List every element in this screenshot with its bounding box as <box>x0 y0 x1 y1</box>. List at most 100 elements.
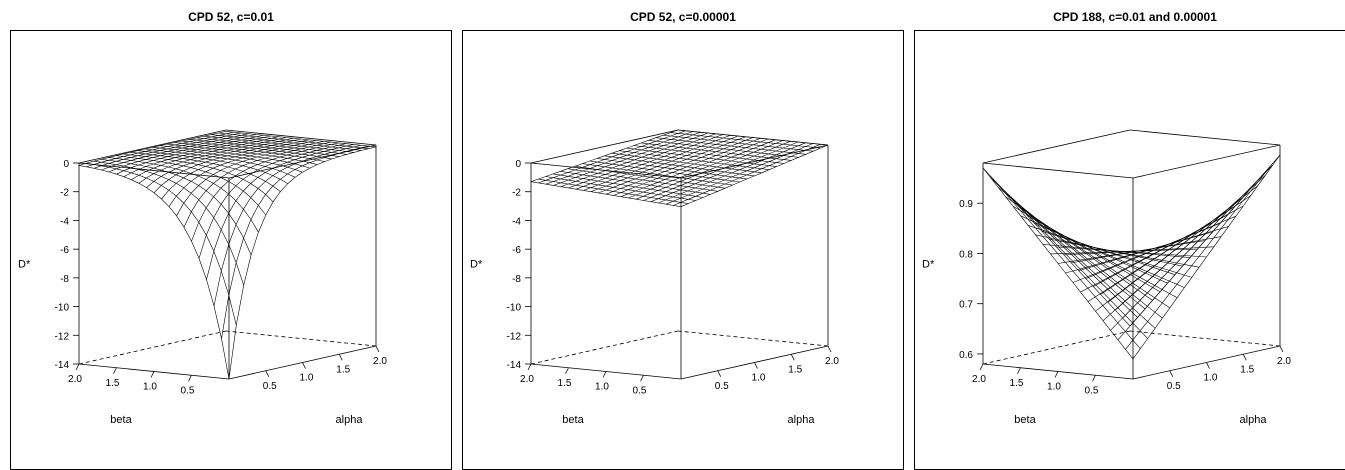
z-tick-label: -4 <box>60 216 69 227</box>
surface-grid-line <box>680 144 829 207</box>
z-tick-label: -14 <box>507 360 522 371</box>
alpha-tick-label: 1.5 <box>336 364 350 375</box>
surface-grid-line <box>191 142 339 242</box>
surface-grid-line <box>1110 180 1258 331</box>
plot-frame: 0.9 0.8 0.7 0.6 D* 2.0 1.5 1.0 0.5 0.5 1.0 1.5 2.0 be… <box>914 30 1345 470</box>
alpha-tick <box>302 362 306 369</box>
chart-panel-2: CPD 52, c=0.00001 0 -2 -4 -6 -8 -10 -12 -14 D* 2.… <box>462 0 904 470</box>
surface-grid-line <box>86 131 234 168</box>
z-tick-label: -4 <box>512 216 521 227</box>
beta-tick-label: 1.5 <box>1010 378 1024 389</box>
z-tick-label: -12 <box>507 331 522 342</box>
surface-grid-line <box>206 144 354 280</box>
z-tick-label: -6 <box>512 245 521 256</box>
beta-tick <box>565 367 569 374</box>
surface-grid-line <box>1087 206 1236 302</box>
surface-grid-line <box>1125 163 1273 350</box>
alpha-tick <box>1206 362 1210 369</box>
z-tick-label: 0 <box>63 159 69 170</box>
surface-grid-line <box>1042 244 1191 258</box>
box-edge-top <box>982 129 1131 164</box>
z-tick-label: -8 <box>60 274 69 285</box>
beta-tick-label: 1.0 <box>143 382 157 393</box>
surface-grid-line <box>643 141 791 201</box>
alpha-tick <box>338 354 343 361</box>
surface-grid-line <box>183 141 332 228</box>
box-edge-top <box>530 129 679 164</box>
surface-grid-line <box>146 137 294 188</box>
surface-grid-line <box>673 144 821 206</box>
beta-axis-label: beta <box>1014 414 1036 426</box>
alpha-tick-label: 1.5 <box>788 364 802 375</box>
surface-grid-line <box>1035 234 1183 267</box>
beta-tick <box>113 367 117 374</box>
chart-title: CPD 188, c=0.01 and 0.00001 <box>1053 10 1217 24</box>
z-tick-label: 0.8 <box>959 249 973 260</box>
surface-grid-line <box>568 133 716 189</box>
alpha-tick <box>265 370 270 377</box>
z-tick-label: -12 <box>55 331 70 342</box>
surface-grid-line <box>530 129 679 182</box>
plot-frame: 0 -2 -4 -6 -8 -10 -12 -14 D* 2.0 1.5 1.0 0.5 0.5 1.0 1.… <box>462 30 904 470</box>
box-edge-back <box>677 330 829 347</box>
z-tick-label: -14 <box>55 360 70 371</box>
surface-grid-line <box>93 132 242 169</box>
alpha-tick <box>1242 354 1247 361</box>
surface-grid-line <box>161 139 309 200</box>
surface-grid-line <box>628 139 776 199</box>
z-tick-label: -2 <box>512 188 521 199</box>
beta-tick <box>188 375 192 382</box>
beta-tick-label: 1.5 <box>558 378 572 389</box>
alpha-tick <box>1279 345 1284 353</box>
beta-tick-label: 1.0 <box>595 382 609 393</box>
surface-grid-line <box>1057 240 1206 264</box>
z-tick-label: -8 <box>512 274 521 285</box>
alpha-axis-label: alpha <box>1240 414 1268 426</box>
beta-tick-label: 0.5 <box>1085 385 1099 396</box>
alpha-tick <box>790 354 795 361</box>
alpha-tick <box>827 345 832 353</box>
chart-title: CPD 52, c=0.00001 <box>630 10 736 24</box>
z-tick-label: 0 <box>515 159 521 170</box>
box-edge-top <box>680 144 829 179</box>
surface-grid-line <box>131 136 279 181</box>
chart-panel-1: CPD 52, c=0.01 0 -2 -4 -6 -8 -10 -12 -14 D* 2.0 1.… <box>10 0 452 470</box>
surface-grid-line <box>86 162 237 326</box>
surface-grid-line <box>108 134 257 173</box>
beta-tick <box>1092 375 1096 382</box>
beta-tick-label: 1.5 <box>106 378 120 389</box>
z-tick-label: -6 <box>60 245 69 256</box>
surface-grid-line <box>1027 225 1176 275</box>
beta-tick <box>979 363 984 371</box>
surface-grid-line <box>1005 196 1153 301</box>
alpha-tick-label: 0.5 <box>715 381 729 392</box>
surface-grid-line <box>123 135 272 177</box>
surface-grid-line <box>613 138 761 196</box>
surface-grid-line <box>590 135 739 192</box>
alpha-tick <box>717 370 722 377</box>
surface-grid-line <box>635 140 784 200</box>
box-edge-top <box>225 129 377 146</box>
box-edge-top <box>78 162 230 179</box>
surface-grid-line <box>982 167 1131 327</box>
surface-grid-line <box>650 141 799 202</box>
box-edge-back <box>530 330 679 365</box>
surface-grid-line <box>583 135 731 191</box>
beta-tick-label: 2.0 <box>520 374 534 385</box>
surface-grid-line <box>1012 205 1161 293</box>
surface-grid-line <box>198 143 347 259</box>
surface-grid-line <box>138 137 287 184</box>
box-edge-top <box>982 162 1134 179</box>
surface-grid-line <box>168 140 317 207</box>
surface-grid-line <box>101 133 249 171</box>
z-tick-label: 0.7 <box>959 300 973 311</box>
surface-grid-line <box>116 134 264 175</box>
box-edge-back <box>78 330 227 365</box>
box-edge-top <box>1129 129 1281 146</box>
surface-grid-line <box>538 130 686 184</box>
z-axis-label: D* <box>18 259 31 271</box>
surface-grid-line <box>221 145 369 339</box>
surface-grid-line <box>658 142 806 204</box>
surface-grid-line <box>213 145 362 307</box>
alpha-tick-label: 2.0 <box>373 356 387 367</box>
